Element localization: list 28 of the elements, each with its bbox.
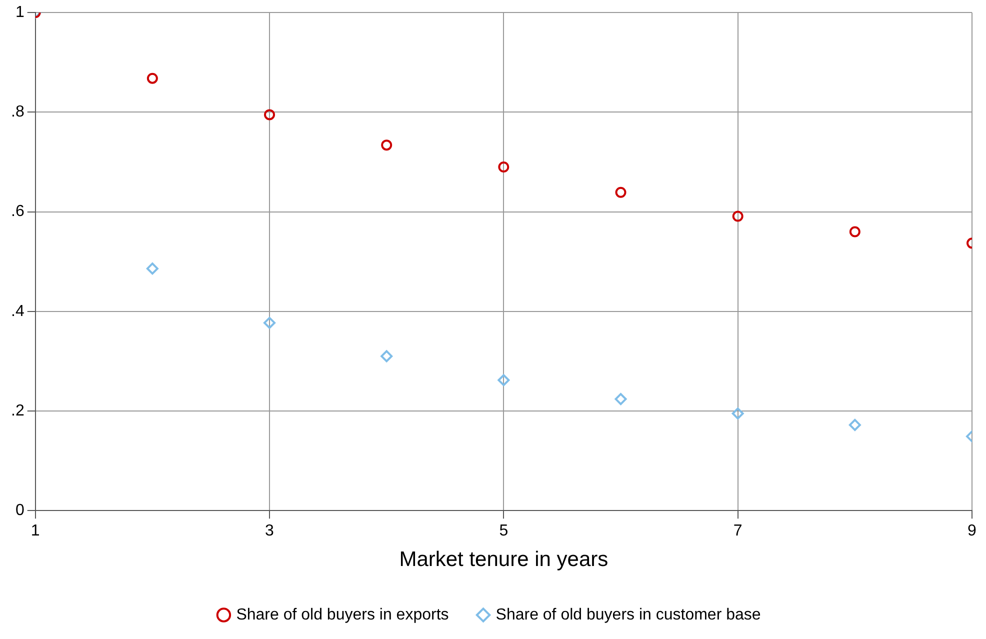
point (146, 72, 158, 84)
point (849, 226, 860, 238)
x-tick-label: 3 (265, 522, 274, 540)
y-tick-label: .6 (11, 203, 24, 220)
point (146, 262, 158, 275)
point (614, 393, 627, 406)
point (732, 210, 744, 222)
point (380, 350, 393, 362)
point (732, 407, 744, 420)
point (381, 140, 392, 151)
legend-label: Share of old buyers in customer base (496, 606, 761, 624)
x-tick-label: 5 (499, 522, 508, 540)
x-tick-label: 7 (733, 522, 742, 540)
y-tick-label: .4 (11, 302, 24, 320)
point (615, 186, 626, 198)
x-axis-title: Market tenure in years (399, 548, 608, 572)
point (848, 418, 861, 431)
point (264, 316, 276, 329)
y-tick-label: 1 (15, 4, 24, 22)
point (498, 161, 510, 172)
x-tick-label: 1 (30, 522, 40, 540)
y-tick-label: .8 (11, 104, 24, 121)
point (498, 374, 510, 386)
legend-label: Share of old buyers in exports (236, 606, 449, 624)
y-tick-label: 0 (15, 502, 24, 520)
y-tick-label: .2 (11, 402, 24, 420)
x-tick-label: 9 (968, 522, 977, 540)
point (264, 109, 276, 120)
